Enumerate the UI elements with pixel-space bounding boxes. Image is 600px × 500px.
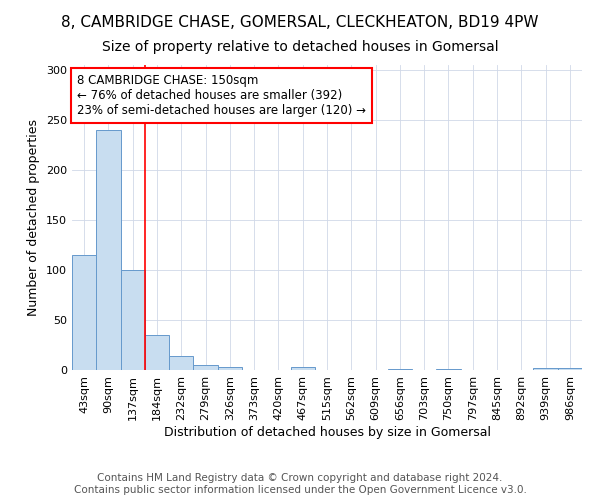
Bar xyxy=(96,130,121,370)
Bar xyxy=(290,367,315,370)
Text: Contains HM Land Registry data © Crown copyright and database right 2024.
Contai: Contains HM Land Registry data © Crown c… xyxy=(74,474,526,495)
Bar xyxy=(436,369,461,370)
Bar xyxy=(169,356,193,370)
Bar xyxy=(193,365,218,370)
Bar xyxy=(145,335,169,370)
Bar xyxy=(121,270,145,370)
Bar xyxy=(388,369,412,370)
Y-axis label: Number of detached properties: Number of detached properties xyxy=(28,119,40,316)
Text: 8 CAMBRIDGE CHASE: 150sqm
← 76% of detached houses are smaller (392)
23% of semi: 8 CAMBRIDGE CHASE: 150sqm ← 76% of detac… xyxy=(77,74,366,117)
Bar xyxy=(218,367,242,370)
Text: Size of property relative to detached houses in Gomersal: Size of property relative to detached ho… xyxy=(101,40,499,54)
Bar xyxy=(558,368,582,370)
X-axis label: Distribution of detached houses by size in Gomersal: Distribution of detached houses by size … xyxy=(163,426,491,438)
Text: 8, CAMBRIDGE CHASE, GOMERSAL, CLECKHEATON, BD19 4PW: 8, CAMBRIDGE CHASE, GOMERSAL, CLECKHEATO… xyxy=(61,15,539,30)
Bar xyxy=(72,255,96,370)
Bar xyxy=(533,368,558,370)
